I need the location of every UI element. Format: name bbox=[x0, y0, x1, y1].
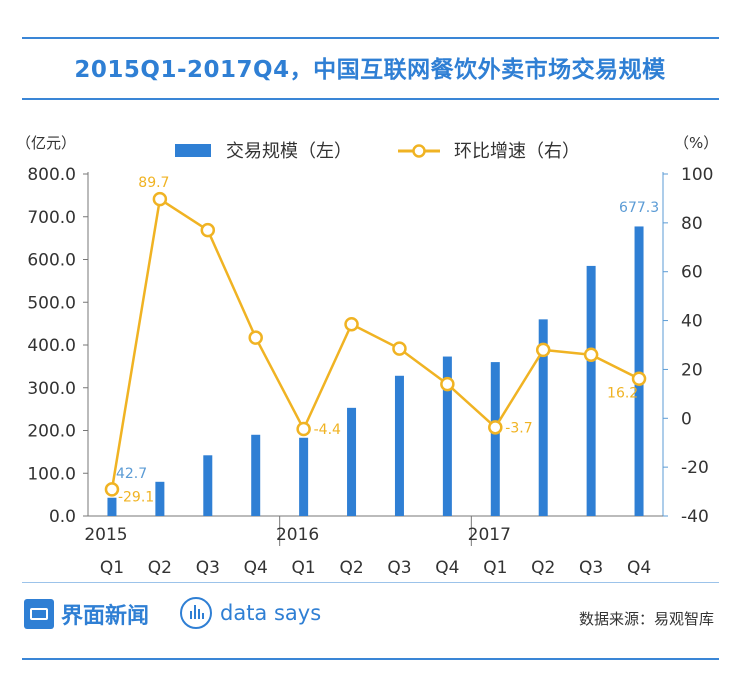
data-source: 数据来源：易观智库 bbox=[578, 610, 714, 628]
line-point bbox=[583, 347, 599, 363]
legend-label-bar: 交易规模（左） bbox=[226, 141, 352, 162]
line-point bbox=[535, 342, 551, 358]
jiemian-logo-icon bbox=[24, 599, 54, 629]
bar bbox=[155, 481, 165, 516]
bar-data-label: 677.3 bbox=[619, 200, 659, 216]
chart-title: 2015Q1-2017Q4，中国互联网餐饮外卖市场交易规模 bbox=[74, 57, 666, 83]
bar-data-label: 42.7 bbox=[116, 466, 147, 482]
x-tick-label: Q1 bbox=[483, 558, 507, 578]
line-point bbox=[392, 341, 407, 356]
datasays-logo-text: data says bbox=[220, 601, 322, 625]
legend-swatch-bar bbox=[175, 144, 211, 157]
bar bbox=[442, 356, 452, 516]
x-tick-label: Q3 bbox=[196, 558, 220, 578]
line-data-label: -3.7 bbox=[505, 420, 532, 436]
x-tick-label: Q1 bbox=[100, 558, 124, 578]
jiemian-logo: 界面新闻 bbox=[24, 598, 149, 630]
datasays-logo-icon bbox=[180, 597, 212, 629]
legend-label-line: 环比增速（右） bbox=[454, 141, 580, 162]
bar bbox=[107, 497, 117, 516]
bar bbox=[634, 226, 644, 516]
left-tick-label: 0.0 bbox=[49, 507, 76, 527]
line-point bbox=[296, 421, 311, 437]
jiemian-logo-text: 界面新闻 bbox=[61, 604, 150, 629]
x-tick-label: Q1 bbox=[292, 558, 316, 578]
line-point bbox=[344, 316, 359, 332]
bar bbox=[538, 319, 548, 516]
right-tick-label: -20 bbox=[681, 458, 709, 478]
title-rule bbox=[22, 98, 719, 100]
bar bbox=[394, 375, 404, 516]
left-tick-label: 300.0 bbox=[27, 379, 76, 399]
x-tick-label: Q4 bbox=[435, 558, 459, 578]
bar bbox=[490, 362, 500, 516]
x-tick-label: Q3 bbox=[387, 558, 411, 578]
x-tick-label: Q2 bbox=[339, 558, 363, 578]
right-axis-unit: （%） bbox=[674, 134, 718, 152]
line-point bbox=[200, 222, 216, 238]
year-label: 2016 bbox=[276, 525, 319, 545]
line-point bbox=[104, 482, 120, 497]
line-point bbox=[248, 330, 263, 345]
year-label: 2017 bbox=[468, 525, 511, 545]
bar bbox=[347, 407, 357, 516]
datasays-logo: data says bbox=[180, 597, 321, 629]
x-tick-label: Q4 bbox=[244, 558, 268, 578]
chart-canvas: （亿元） （%） 交易规模（左） 环比增速（右） 0.0 100.0 200.0 300.0 4… bbox=[16, 134, 718, 578]
left-tick-label: 500.0 bbox=[27, 293, 76, 313]
right-tick-label: 80 bbox=[681, 214, 703, 234]
bar bbox=[299, 437, 309, 516]
x-tick-label: Q3 bbox=[579, 558, 603, 578]
left-tick-label: 600.0 bbox=[27, 251, 76, 271]
right-tick-label: 20 bbox=[681, 360, 703, 380]
x-tick-label: Q4 bbox=[627, 558, 651, 578]
line-point bbox=[488, 420, 503, 435]
bar bbox=[251, 434, 261, 516]
line-data-label: 16.2 bbox=[607, 386, 638, 402]
left-axis-unit: （亿元） bbox=[16, 134, 76, 152]
right-tick-label: -40 bbox=[681, 507, 709, 527]
footer-rule-top bbox=[22, 582, 719, 583]
line-data-label: 89.7 bbox=[138, 175, 169, 191]
top-rule bbox=[22, 37, 719, 39]
line-point bbox=[631, 371, 647, 386]
x-tick-label: Q2 bbox=[148, 558, 172, 578]
x-tick-label: Q2 bbox=[531, 558, 555, 578]
right-tick-label: 0 bbox=[681, 409, 692, 429]
line-point bbox=[440, 376, 455, 392]
right-tick-label: 100 bbox=[681, 165, 713, 185]
right-tick-label: 40 bbox=[681, 312, 703, 332]
right-tick-label: 60 bbox=[681, 263, 703, 283]
year-label: 2015 bbox=[84, 525, 127, 545]
bar bbox=[586, 265, 596, 516]
legend-marker-line bbox=[412, 144, 426, 158]
line-data-label: -29.1 bbox=[118, 489, 154, 505]
line-data-label: -4.4 bbox=[314, 422, 341, 438]
left-tick-label: 700.0 bbox=[27, 208, 76, 228]
left-tick-label: 100.0 bbox=[27, 464, 76, 484]
line-point bbox=[152, 191, 168, 207]
left-tick-label: 800.0 bbox=[27, 165, 76, 185]
growth-line bbox=[110, 197, 640, 490]
left-tick-label: 200.0 bbox=[27, 422, 76, 442]
bar bbox=[203, 455, 213, 516]
bottom-rule bbox=[22, 658, 719, 660]
left-tick-label: 400.0 bbox=[27, 336, 76, 356]
